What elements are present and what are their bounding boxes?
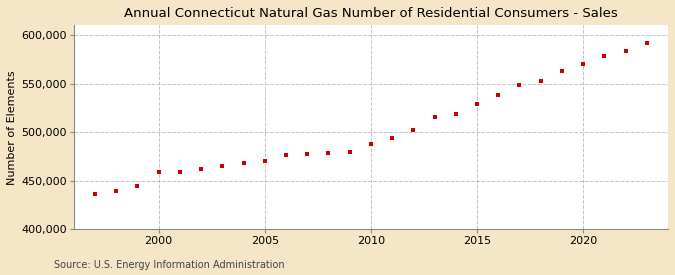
Point — [323, 151, 334, 156]
Point — [408, 128, 418, 132]
Point — [472, 102, 483, 106]
Point — [599, 54, 610, 59]
Point — [493, 93, 504, 97]
Point — [153, 170, 164, 174]
Point — [281, 153, 292, 158]
Title: Annual Connecticut Natural Gas Number of Residential Consumers - Sales: Annual Connecticut Natural Gas Number of… — [124, 7, 618, 20]
Point — [450, 111, 461, 116]
Point — [132, 184, 143, 189]
Y-axis label: Number of Elements: Number of Elements — [7, 70, 17, 185]
Point — [556, 69, 567, 73]
Point — [344, 150, 355, 155]
Point — [578, 62, 589, 66]
Point — [365, 142, 376, 146]
Point — [259, 159, 270, 163]
Point — [387, 136, 398, 140]
Point — [196, 167, 207, 171]
Point — [238, 161, 249, 165]
Point — [535, 78, 546, 83]
Text: Source: U.S. Energy Information Administration: Source: U.S. Energy Information Administ… — [54, 260, 285, 270]
Point — [620, 49, 631, 54]
Point — [429, 114, 440, 119]
Point — [302, 152, 313, 156]
Point — [90, 192, 101, 196]
Point — [217, 164, 227, 168]
Point — [174, 170, 185, 174]
Point — [514, 83, 525, 88]
Point — [641, 40, 652, 45]
Point — [111, 189, 122, 193]
